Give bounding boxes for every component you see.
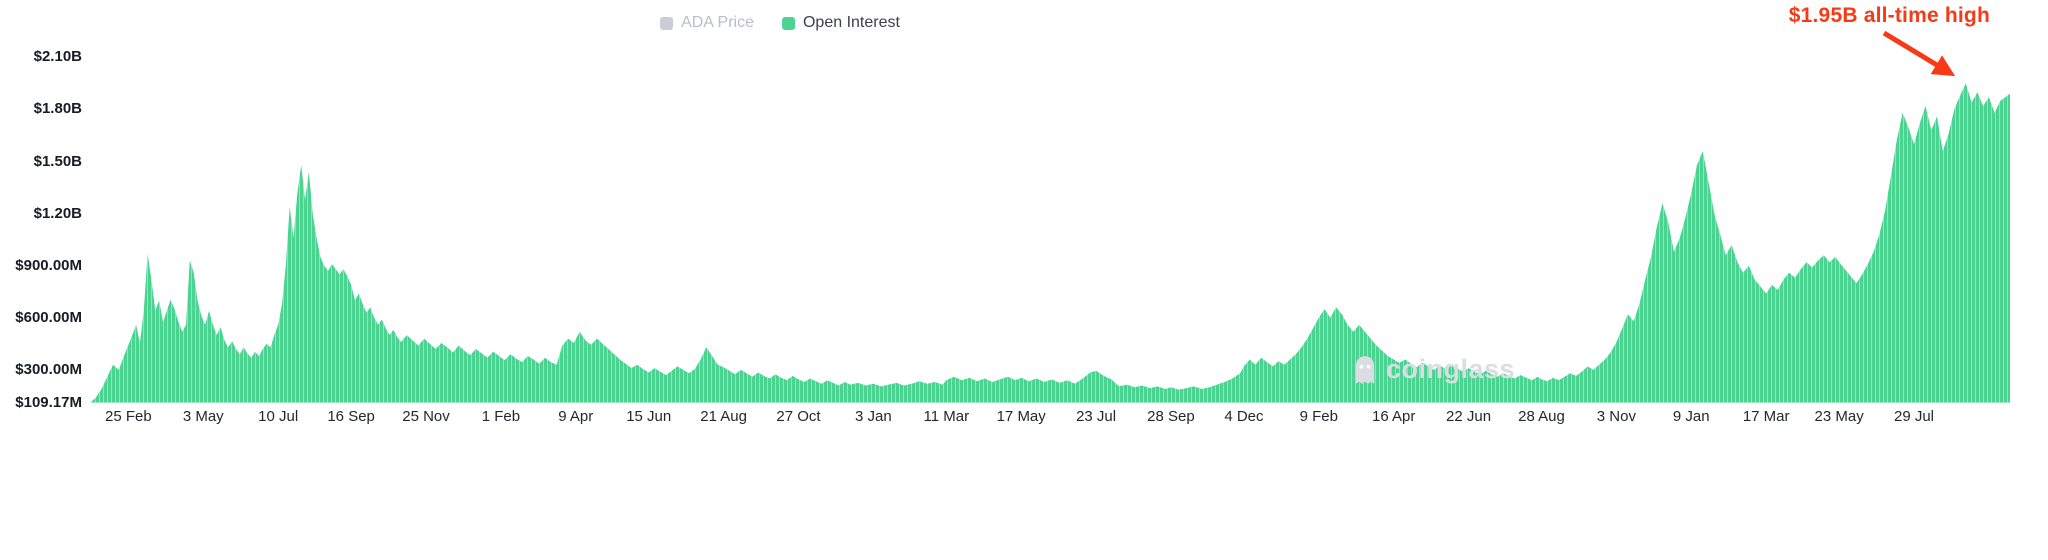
- open-interest-label: Open Interest: [802, 14, 900, 31]
- legend: ADA Price Open Interest: [660, 14, 900, 32]
- ath-arrow-icon: [1882, 30, 1956, 77]
- ada-price-swatch-icon: [660, 16, 674, 30]
- legend-item-open-interest[interactable]: Open Interest: [781, 14, 900, 32]
- bar-striping-overlay: [90, 83, 2010, 403]
- ada-price-label: ADA Price: [681, 14, 754, 31]
- all-time-high-annotation: $1.95B all-time high: [1788, 4, 1990, 27]
- legend-item-ada-price[interactable]: ADA Price: [660, 14, 754, 32]
- open-interest-swatch-icon: [781, 16, 795, 30]
